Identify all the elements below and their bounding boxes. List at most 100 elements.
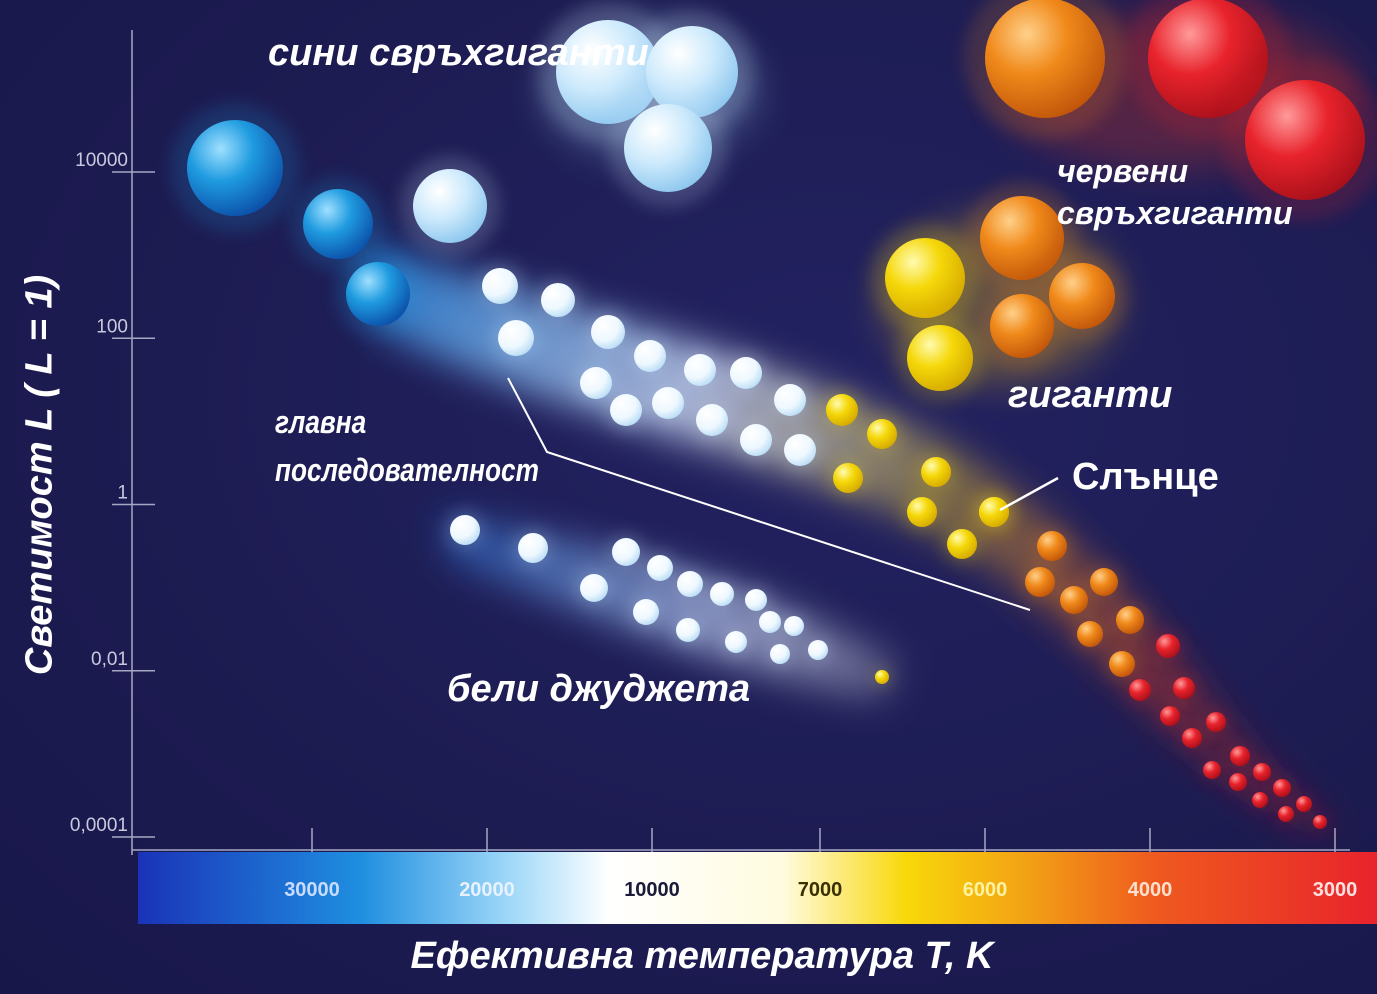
red-supergiants-label: червени свръхгиганти — [1057, 150, 1317, 234]
blue-supergiants-label: сини свръхгиганти — [268, 30, 649, 76]
white-dwarf-star — [647, 555, 673, 581]
main-sequence-leader-line — [507, 377, 1031, 611]
white-dwarf-star — [580, 574, 608, 602]
white-dwarf-star — [677, 571, 703, 597]
main-sequence-star — [1160, 706, 1180, 726]
main-sequence-star — [1116, 606, 1144, 634]
sun-leader-line — [999, 476, 1059, 512]
main-sequence-star — [580, 367, 612, 399]
main-sequence-star — [774, 384, 806, 416]
main-sequence-label-text: главна последователност — [275, 404, 539, 488]
main-sequence-star — [1060, 586, 1088, 614]
blue-supergiant-star — [624, 104, 712, 192]
blue-supergiant-star — [556, 20, 660, 124]
x-tick-label: 10000 — [624, 879, 680, 901]
main-sequence-star — [826, 394, 858, 426]
main-sequence-star — [833, 463, 863, 493]
main-sequence-star — [346, 262, 410, 326]
main-sequence-star — [684, 354, 716, 386]
y-tick-label: 0,01 — [91, 649, 128, 670]
blue-supergiants-label-text: сини свръхгиганти — [268, 32, 649, 74]
main-sequence-star — [921, 457, 951, 487]
sun-label: Слънце — [1072, 456, 1219, 499]
red-supergiant-star — [1148, 0, 1268, 118]
x-tick-group — [311, 828, 1336, 852]
red-supergiants-label-text: червени свръхгиганти — [1057, 153, 1293, 231]
main-sequence-star — [947, 529, 977, 559]
main-sequence-star — [1252, 792, 1268, 808]
main-sequence-star — [1273, 779, 1291, 797]
sun-label-text: Слънце — [1072, 456, 1219, 498]
main-sequence-star — [541, 283, 575, 317]
sun-star — [979, 497, 1009, 527]
main-sequence-star — [907, 497, 937, 527]
main-sequence-star — [610, 394, 642, 426]
giants-label: гиганти — [1008, 374, 1172, 417]
main-sequence-star — [696, 404, 728, 436]
x-tick-label: 30000 — [284, 879, 340, 901]
giants-label-text: гиганти — [1008, 374, 1173, 416]
x-tick-labels: 30000 20000 10000 7000 6000 4000 3000 — [284, 879, 1357, 901]
main-sequence-star — [1206, 712, 1226, 732]
main-sequence-star — [1037, 531, 1067, 561]
main-sequence-star — [1229, 773, 1247, 791]
main-sequence-star — [1156, 634, 1180, 658]
main-sequence-star — [591, 315, 625, 349]
y-tick-label: 0,0001 — [70, 815, 128, 836]
x-tick-label: 7000 — [798, 879, 843, 901]
main-sequence-star — [1129, 679, 1151, 701]
giant-star — [990, 294, 1054, 358]
main-sequence-star — [784, 434, 816, 466]
stars-layer — [170, 0, 1377, 832]
white-dwarf-star — [612, 538, 640, 566]
red-supergiant-star — [1245, 80, 1365, 200]
y-tick-group: 10000 100 1 0,01 0,0001 — [70, 150, 155, 838]
main-sequence-star — [1077, 621, 1103, 647]
giant-star — [980, 196, 1064, 280]
y-tick-label: 10000 — [75, 150, 128, 171]
main-sequence-star — [634, 340, 666, 372]
main-sequence-star — [1173, 677, 1195, 699]
main-sequence-star — [303, 189, 373, 259]
white-dwarf-star — [633, 599, 659, 625]
white-dwarf-star — [784, 616, 804, 636]
main-sequence-label: главна последователност — [275, 398, 539, 494]
white-dwarfs-label: бели джуджета — [447, 668, 750, 711]
giant-star — [1049, 263, 1115, 329]
main-sequence-star — [413, 169, 487, 243]
main-sequence-star — [482, 268, 518, 304]
white-dwarf-star — [450, 515, 480, 545]
main-sequence-star — [1182, 728, 1202, 748]
main-sequence-star — [187, 120, 283, 216]
y-axis-title: Светимост L ( L = 1) — [18, 274, 61, 676]
red-supergiant-star — [985, 0, 1105, 118]
main-sequence-star — [498, 320, 534, 356]
main-sequence-star — [1253, 763, 1271, 781]
white-dwarf-star — [725, 631, 747, 653]
main-sequence-star — [1296, 796, 1312, 812]
white-dwarf-star — [770, 644, 790, 664]
main-sequence-star — [730, 357, 762, 389]
main-sequence-star — [1313, 815, 1327, 829]
white-dwarfs-label-text: бели джуджета — [447, 668, 751, 710]
main-sequence-star — [1109, 651, 1135, 677]
x-axis-title: Ефективна температура T, K — [410, 935, 994, 977]
main-sequence-star — [867, 419, 897, 449]
white-dwarf-star — [759, 611, 781, 633]
x-tick-label: 20000 — [459, 879, 515, 901]
y-tick-label: 1 — [117, 483, 128, 504]
giant-star — [885, 238, 965, 318]
white-dwarf-star — [875, 670, 889, 684]
main-sequence-star — [1278, 806, 1294, 822]
main-sequence-star — [740, 424, 772, 456]
y-tick-label: 100 — [96, 316, 128, 337]
x-tick-label: 3000 — [1313, 879, 1358, 901]
main-sequence-star — [1203, 761, 1221, 779]
white-dwarf-star — [518, 533, 548, 563]
white-dwarf-star — [710, 582, 734, 606]
giant-star — [907, 325, 973, 391]
x-tick-label: 4000 — [1128, 879, 1173, 901]
temperature-color-bar — [138, 852, 1377, 924]
